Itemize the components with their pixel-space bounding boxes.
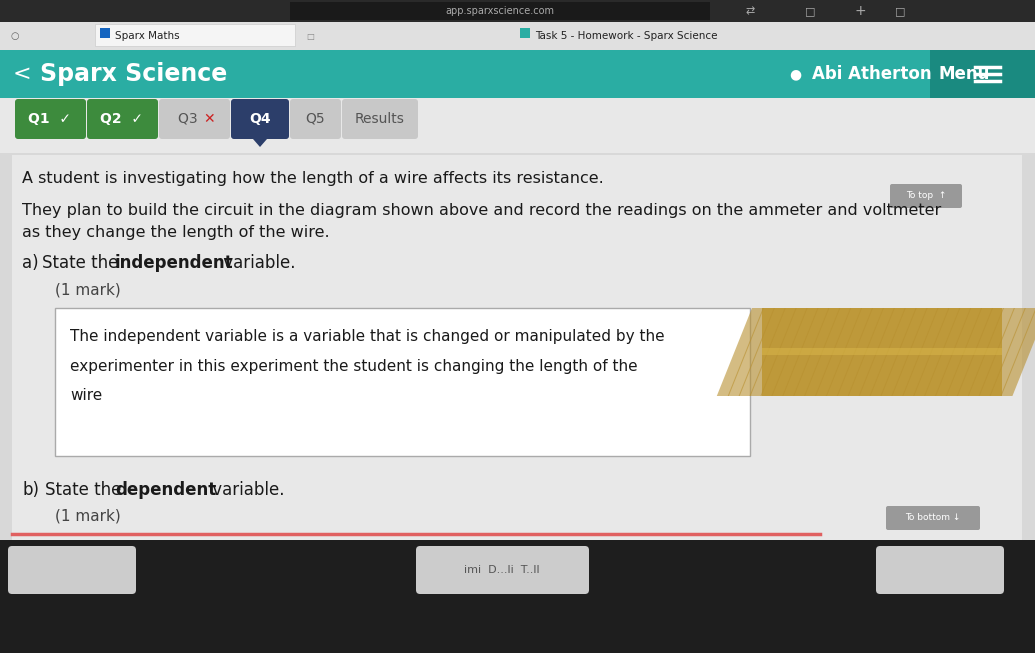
Polygon shape	[881, 308, 927, 396]
Polygon shape	[804, 308, 851, 396]
Text: app.sparxscience.com: app.sparxscience.com	[445, 6, 555, 16]
FancyBboxPatch shape	[930, 50, 1035, 98]
Text: (1 mark): (1 mark)	[55, 509, 121, 524]
FancyBboxPatch shape	[231, 99, 289, 139]
Text: experimenter in this experiment the student is changing the length of the: experimenter in this experiment the stud…	[70, 358, 638, 374]
Polygon shape	[968, 308, 1015, 396]
FancyBboxPatch shape	[12, 155, 1022, 615]
FancyBboxPatch shape	[876, 546, 1004, 594]
FancyBboxPatch shape	[95, 24, 295, 46]
Text: variable.: variable.	[207, 481, 285, 499]
Polygon shape	[837, 308, 884, 396]
Text: □: □	[894, 6, 906, 16]
Polygon shape	[979, 308, 1026, 396]
Polygon shape	[848, 308, 895, 396]
Polygon shape	[826, 308, 874, 396]
Text: Q4: Q4	[249, 112, 271, 126]
Polygon shape	[728, 308, 775, 396]
Text: ●: ●	[789, 67, 801, 81]
FancyBboxPatch shape	[0, 540, 1035, 653]
FancyBboxPatch shape	[159, 99, 230, 139]
Text: independent: independent	[115, 254, 234, 272]
Text: b): b)	[22, 481, 39, 499]
Text: Abi Atherton: Abi Atherton	[812, 65, 932, 83]
Text: wire: wire	[70, 389, 102, 404]
Text: ✕: ✕	[203, 112, 214, 126]
FancyBboxPatch shape	[55, 308, 750, 456]
Text: They plan to build the circuit in the diagram shown above and record the reading: They plan to build the circuit in the di…	[22, 202, 941, 217]
Text: □: □	[306, 31, 314, 40]
Text: Sparx Science: Sparx Science	[40, 62, 228, 86]
Polygon shape	[903, 308, 949, 396]
Text: +: +	[854, 4, 866, 18]
FancyBboxPatch shape	[0, 50, 1035, 98]
Text: as they change the length of the wire.: as they change the length of the wire.	[22, 225, 329, 240]
Text: (1 mark): (1 mark)	[55, 283, 121, 298]
Polygon shape	[771, 308, 819, 396]
Polygon shape	[749, 308, 797, 396]
Text: Q3: Q3	[178, 112, 202, 126]
Text: dependent: dependent	[115, 481, 216, 499]
Text: State the: State the	[45, 481, 126, 499]
Polygon shape	[793, 308, 840, 396]
FancyBboxPatch shape	[290, 99, 341, 139]
FancyBboxPatch shape	[342, 99, 418, 139]
Polygon shape	[761, 308, 807, 396]
Polygon shape	[717, 308, 764, 396]
Text: <: <	[12, 64, 31, 84]
FancyBboxPatch shape	[890, 184, 962, 208]
Text: State the: State the	[42, 254, 123, 272]
FancyBboxPatch shape	[0, 22, 1035, 50]
FancyBboxPatch shape	[762, 347, 1002, 355]
Text: Results: Results	[355, 112, 405, 126]
Text: ○: ○	[10, 31, 20, 41]
FancyBboxPatch shape	[0, 0, 1035, 22]
FancyBboxPatch shape	[87, 99, 158, 139]
Text: A student is investigating how the length of a wire affects its resistance.: A student is investigating how the lengt…	[22, 170, 603, 185]
Text: variable.: variable.	[218, 254, 296, 272]
Text: Q1  ✓: Q1 ✓	[29, 112, 71, 126]
FancyBboxPatch shape	[762, 308, 1002, 396]
Polygon shape	[859, 308, 906, 396]
FancyBboxPatch shape	[0, 98, 1035, 153]
FancyBboxPatch shape	[886, 506, 980, 530]
Polygon shape	[782, 308, 829, 396]
Text: Menu: Menu	[938, 65, 989, 83]
Text: Sparx Maths: Sparx Maths	[115, 31, 180, 41]
Text: Q5: Q5	[305, 112, 325, 126]
Text: Task 5 - Homework - Sparx Science: Task 5 - Homework - Sparx Science	[535, 31, 717, 41]
Text: To top  ↑: To top ↑	[906, 191, 946, 200]
Polygon shape	[739, 308, 786, 396]
Polygon shape	[935, 308, 982, 396]
FancyBboxPatch shape	[290, 2, 710, 20]
Polygon shape	[253, 139, 267, 147]
Polygon shape	[946, 308, 994, 396]
Text: a): a)	[22, 254, 38, 272]
FancyBboxPatch shape	[0, 98, 1035, 653]
FancyBboxPatch shape	[100, 28, 110, 38]
Text: ⇄: ⇄	[745, 6, 755, 16]
FancyBboxPatch shape	[416, 546, 589, 594]
FancyBboxPatch shape	[14, 99, 86, 139]
Polygon shape	[1001, 308, 1035, 396]
Text: To bottom ↓: To bottom ↓	[906, 513, 960, 522]
Text: The independent variable is a variable that is changed or manipulated by the: The independent variable is a variable t…	[70, 328, 664, 343]
FancyBboxPatch shape	[8, 546, 136, 594]
FancyBboxPatch shape	[520, 28, 530, 38]
Polygon shape	[891, 308, 939, 396]
Text: Q2  ✓: Q2 ✓	[100, 112, 144, 126]
Polygon shape	[989, 308, 1035, 396]
Text: □: □	[805, 6, 816, 16]
Polygon shape	[869, 308, 917, 396]
Polygon shape	[913, 308, 960, 396]
Polygon shape	[924, 308, 971, 396]
Text: imi  D...li  T..ll: imi D...li T..ll	[464, 565, 540, 575]
Polygon shape	[815, 308, 862, 396]
Polygon shape	[956, 308, 1004, 396]
